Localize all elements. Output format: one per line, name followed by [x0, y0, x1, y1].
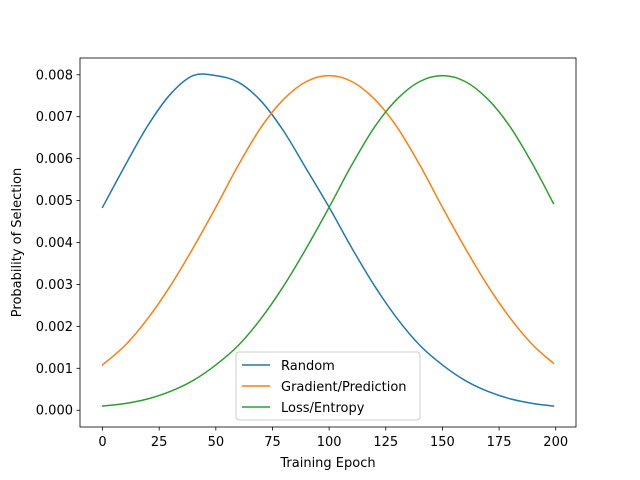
y-tick-label: 0.007	[36, 110, 73, 125]
legend-item: Gradient/Prediction	[242, 380, 407, 395]
series-line-gradient-prediction	[101, 74, 555, 366]
x-axis: 0 25 50 75 100 125 150 175 200	[98, 427, 568, 450]
x-axis-label: Training Epoch	[279, 456, 375, 471]
y-tick-label: 0.001	[36, 362, 73, 377]
y-tick-label: 0.004	[36, 236, 73, 251]
legend-frame	[235, 351, 421, 421]
series-lines	[101, 73, 555, 407]
x-tick-label: 100	[317, 435, 342, 450]
legend: Random Gradient/Prediction Loss/Entropy	[235, 351, 421, 421]
x-tick-label: 200	[543, 435, 568, 450]
y-tick-label: 0.005	[36, 194, 73, 209]
y-tick-label: 0.002	[36, 320, 73, 335]
x-tick-label: 75	[264, 435, 281, 450]
x-tick-label: 25	[151, 435, 168, 450]
x-tick-label: 125	[373, 435, 398, 450]
legend-item: Loss/Entropy	[242, 401, 365, 416]
legend-label-random: Random	[281, 359, 335, 374]
x-tick-label: 50	[208, 435, 225, 450]
y-tick-label: 0.008	[36, 68, 73, 83]
x-tick-label: 175	[487, 435, 512, 450]
x-tick-label: 150	[430, 435, 455, 450]
y-tick-label: 0.000	[36, 404, 73, 419]
y-tick-label: 0.003	[36, 278, 73, 293]
legend-label-gradient: Gradient/Prediction	[281, 380, 407, 395]
y-axis-label: Probability of Selection	[10, 168, 25, 317]
legend-label-loss: Loss/Entropy	[281, 401, 365, 416]
y-axis: 0.000 0.001 0.002 0.003 0.004 0.005 0.006 0.007…	[36, 68, 80, 419]
x-tick-label: 0	[98, 435, 106, 450]
legend-item: Random	[242, 359, 335, 374]
y-tick-label: 0.006	[36, 152, 73, 167]
series-line-loss-entropy	[101, 74, 555, 407]
